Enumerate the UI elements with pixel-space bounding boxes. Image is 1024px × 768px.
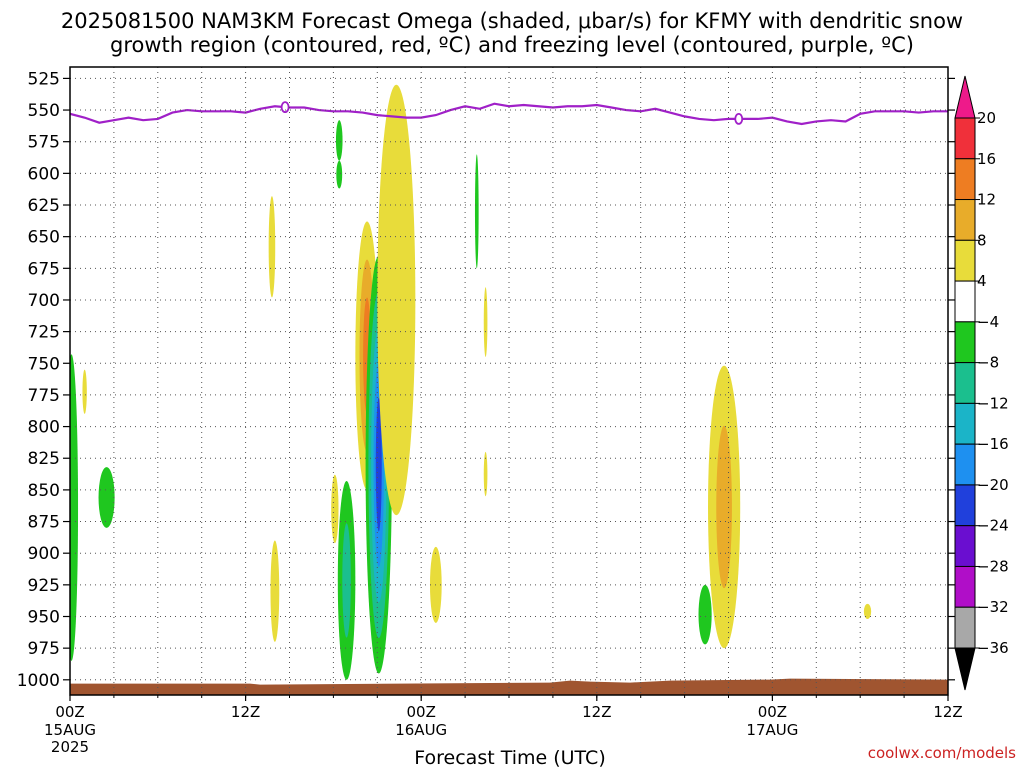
colorbar-label-3: 8 <box>977 231 987 249</box>
y-tick-label-1000: 1000 <box>17 671 60 691</box>
x-tick-date-0: 15AUG <box>44 721 96 739</box>
colorbar-label-10: −24 <box>977 517 1009 535</box>
credit-text: coolwx.com/models <box>868 744 1016 762</box>
omega-feature-1-level-0 <box>82 369 87 414</box>
colorbar-bin-0 <box>954 75 976 119</box>
colorbar-label-2: 12 <box>977 191 996 209</box>
colorbar-bin-13 <box>954 606 976 649</box>
y-tick-label-875: 875 <box>28 513 60 533</box>
colorbar-bin-11 <box>954 525 976 567</box>
colorbar-label-1: 16 <box>977 150 996 168</box>
x-tick-label-3: 12Z <box>582 703 611 721</box>
omega-feature-16-level-1 <box>716 425 732 589</box>
colorbar-bin-14 <box>954 647 976 691</box>
omega-feature-2-level-0 <box>98 467 115 528</box>
colorbar-label-12: −32 <box>977 598 1009 616</box>
y-tick-label-925: 925 <box>28 576 60 596</box>
y-tick-label-775: 775 <box>28 386 60 406</box>
omega-feature-3-level-0 <box>268 196 276 298</box>
x-tick-label-0: 00Z <box>55 703 84 721</box>
colorbar-bin-1 <box>954 117 976 160</box>
plot-area: 525 550 575 600 625 650 675 700 725 750 775 800 825 8… <box>17 66 963 756</box>
chart-title-line-1: 2025081500 NAM3KM Forecast Omega (shaded… <box>61 9 963 33</box>
y-tick-label-600: 600 <box>28 164 60 184</box>
y-tick-label-750: 750 <box>28 354 60 374</box>
omega-feature-14-level-0 <box>483 287 488 357</box>
colorbar-label-7: −12 <box>977 394 1009 412</box>
y-tick-label-675: 675 <box>28 259 60 279</box>
colorbar-bin-9 <box>954 443 976 486</box>
colorbar-bin-4 <box>954 239 976 282</box>
colorbar-bin-2 <box>954 158 976 201</box>
colorbar-label-4: 4 <box>977 272 987 290</box>
y-tick-label-975: 975 <box>28 639 60 659</box>
colorbar-bin-3 <box>954 199 976 241</box>
colorbar-label-6: −8 <box>977 354 999 372</box>
y-tick-label-850: 850 <box>28 481 60 501</box>
x-tick-label-1: 12Z <box>231 703 260 721</box>
colorbar-label-9: −20 <box>977 476 1009 494</box>
colorbar: 20 16 12 8 4 −4 −8 −12 −16 −20 −24 −28 −32 −36 <box>954 75 1009 691</box>
plot-data-group <box>70 84 948 695</box>
omega-feature-17-level-0 <box>698 584 712 645</box>
colorbar-label-8: −16 <box>977 435 1009 453</box>
y-tick-label-625: 625 <box>28 196 60 216</box>
y-tick-label-700: 700 <box>28 291 60 311</box>
y-tick-label-800: 800 <box>28 418 60 438</box>
colorbar-label-13: −36 <box>977 639 1009 657</box>
colorbar-label-11: −28 <box>977 557 1009 575</box>
omega-feature-7-level-0 <box>335 120 343 161</box>
y-tick-label-725: 725 <box>28 323 60 343</box>
plot-frame <box>69 66 949 696</box>
colorbar-bin-8 <box>954 402 976 445</box>
y-tick-label-525: 525 <box>28 69 60 89</box>
omega-feature-13-level-0 <box>474 154 479 269</box>
omega-feature-11-level-0 <box>377 84 416 516</box>
x-tick-label-4: 00Z <box>758 703 787 721</box>
omega-feature-5-level-0 <box>331 474 339 544</box>
y-tick-label-900: 900 <box>28 544 60 564</box>
colorbar-bin-12 <box>954 565 976 608</box>
omega-feature-8-level-1 <box>342 523 351 638</box>
colorbar-bin-7 <box>954 362 976 404</box>
y-tick-label-650: 650 <box>28 228 60 248</box>
y-tick-label-950: 950 <box>28 608 60 628</box>
omega-feature-18-level-0 <box>863 603 872 620</box>
y-tick-label-575: 575 <box>28 133 60 153</box>
omega-feature-0-level-0 <box>70 354 79 661</box>
omega-feature-4-level-0 <box>270 540 280 642</box>
colorbar-bin-5 <box>954 280 976 323</box>
x-tick-year-0: 2025 <box>51 738 89 756</box>
omega-feature-15-level-0 <box>483 451 488 497</box>
colorbar-label-0: 20 <box>977 109 996 127</box>
colorbar-label-5: −4 <box>977 313 999 331</box>
freezing-level-line <box>70 102 948 126</box>
omega-feature-6-level-0 <box>336 160 343 189</box>
x-tick-date-4: 17AUG <box>746 721 798 739</box>
y-tick-label-550: 550 <box>28 101 60 121</box>
colorbar-bin-10 <box>954 484 976 527</box>
x-tick-label-2: 00Z <box>407 703 436 721</box>
freezing-level-label-0 <box>280 101 290 114</box>
colorbar-bin-6 <box>954 321 976 364</box>
x-axis-title: Forecast Time (UTC) <box>414 747 605 768</box>
x-tick-label-5: 12Z <box>933 703 962 721</box>
chart-title-line-2: growth region (contoured, red, ºC) and f… <box>110 33 914 57</box>
freezing-level-label-1 <box>734 113 744 125</box>
x-tick-date-2: 16AUG <box>395 721 447 739</box>
y-tick-label-825: 825 <box>28 449 60 469</box>
